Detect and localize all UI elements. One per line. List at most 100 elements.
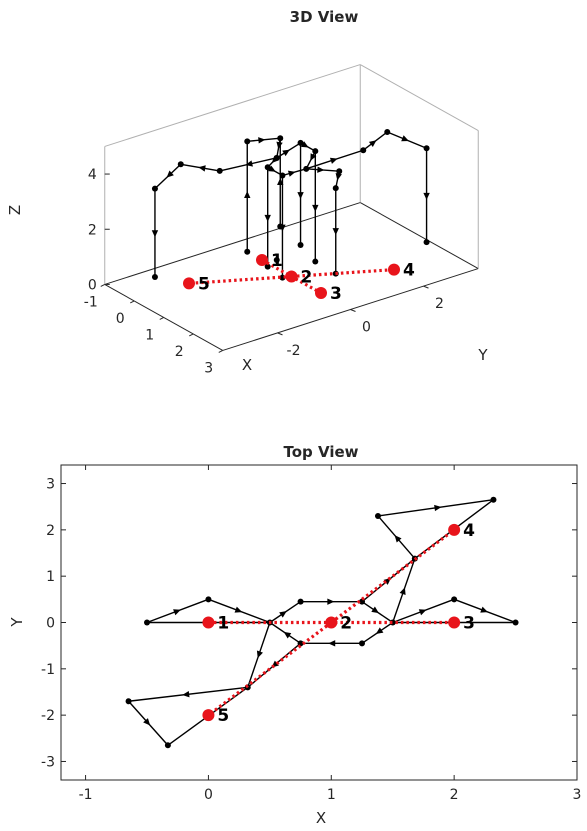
y-tick-label: -3 [41,754,55,770]
graph-edge-arrow [418,609,427,616]
chart-3d-xlabel: X [242,356,252,374]
highlight-edge [207,621,333,717]
graph-edge-arrow [244,191,251,199]
graph-edge-arrow [256,650,263,659]
y-tick-label: -2 [41,708,55,724]
y-tick-mark [350,309,356,312]
graph-node [151,273,158,280]
y-tick-label: 1 [46,569,55,585]
y-tick-mark [277,332,283,336]
graph-node [297,598,304,605]
highlight-node-label: 2 [340,614,352,634]
graph-node [277,135,284,142]
graph-edge-arrow [401,135,409,142]
graph-edge-arrow [173,609,181,616]
graph-edge-arrow [368,140,377,147]
graph-node [297,242,304,249]
graph-edge-arrow [423,192,430,200]
graph-node [216,167,223,174]
graph-node [244,248,251,255]
graph-node [312,148,319,155]
y-tick-label: 0 [362,320,371,336]
graph-edge-arrow [332,228,339,236]
chart-3d-box [104,64,479,351]
highlight-node [183,277,195,290]
graph-node [164,742,171,749]
graph-node [144,619,150,626]
graph-edge-arrow [335,172,342,181]
chart-3d-ylabel: Y [477,346,488,364]
graph-edge-arrow [399,587,406,596]
highlight-node-label: 4 [463,521,475,541]
graph-node [279,172,286,179]
chart-top-ticks: -1 0 1 2 3 3 2 1 0 -1 -2 -3 [41,465,581,803]
graph-edge-arrow [258,137,266,144]
x-tick-label: 1 [327,787,336,803]
graph-edge-arrow [394,535,402,543]
graph-edge-arrow [328,640,336,647]
graph-edge-arrow [297,192,304,200]
x-tick-label: 0 [204,787,213,803]
z-tick-label: 4 [88,167,97,183]
graph-edge-arrow [371,606,379,614]
graph-edge-arrow [312,204,319,212]
chart-3d-title: 3D View [290,8,359,26]
graph-node [374,512,381,519]
graph-node [151,185,158,192]
x-tick-mark [189,333,194,337]
graph-edge-arrow [282,149,290,157]
y-tick-label: 3 [46,477,55,493]
graph-node [423,239,430,246]
chart-top-xlabel: X [316,809,326,827]
graph-node [297,139,304,146]
highlight-edge [188,274,292,285]
x-tick-mark [218,350,223,353]
chart-top-highlight: 1 2 3 4 5 [202,521,475,726]
graph-edge-arrow [245,160,253,167]
graph-node [490,496,497,503]
graph-edge-arrow [480,606,488,613]
highlight-node [315,287,327,299]
graph-node [273,256,280,263]
highlight-node [202,616,215,629]
graph-node [451,596,458,603]
highlight-node [202,709,215,722]
graph-edge-arrow [317,166,325,173]
graph-edge-arrow [143,718,151,726]
graph-node [205,596,212,603]
x-tick-label: 2 [175,344,184,360]
box-edge [104,64,361,147]
graph-node [273,154,280,161]
highlight-node [256,254,268,266]
x-tick-label: 3 [204,360,213,376]
chart-3d-highlight: 123 4 5 [183,251,415,304]
chart-3d-graph [151,128,430,281]
graph-node [423,145,430,152]
graph-edge-arrow [327,598,335,605]
graph-edge-arrow [375,627,384,634]
graph-node [512,619,519,626]
graph-edge-arrow [151,230,159,238]
chart-top: Top View -1 0 1 2 3 3 2 1 0 -1 -2 -3 X Y 1 2 3 4 5 [8,443,581,827]
y-tick-label: 0 [46,616,55,632]
x-tick-label: 0 [116,311,125,327]
highlight-node-label: 2 [301,268,313,288]
y-tick-label: 2 [46,523,55,539]
graph-node [264,263,271,270]
y-tick-label: -1 [41,662,55,678]
graph-node [336,168,343,175]
graph-node [360,147,367,154]
graph-node [277,223,284,230]
graph-node [332,185,339,192]
x-tick-label: -1 [84,294,98,310]
y-tick-mark [423,285,429,289]
graph-edge-arrow [283,631,292,639]
graph-edge-arrow [279,611,287,618]
x-tick-label: 1 [145,327,154,343]
graph-edge-arrow [234,606,243,613]
highlight-node-label: 1 [271,251,283,271]
highlight-node [325,616,338,629]
